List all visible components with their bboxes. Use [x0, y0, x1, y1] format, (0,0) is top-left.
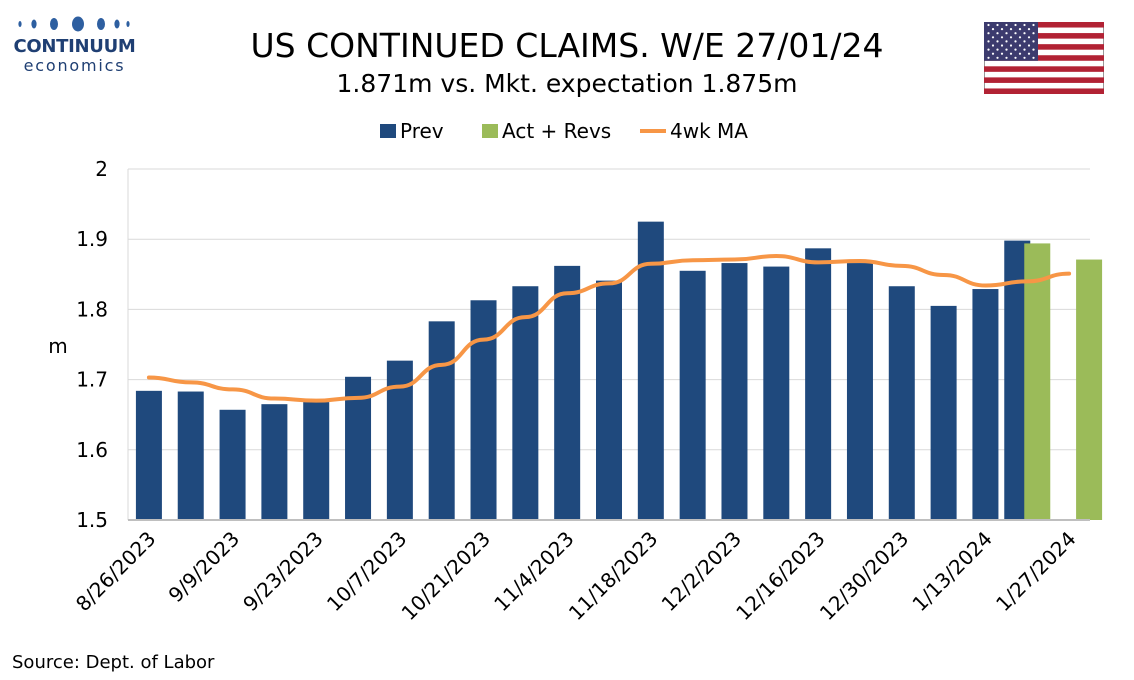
- chart-title: US CONTINUED CLAIMS. W/E 27/01/24: [250, 26, 884, 65]
- y-tick-label: 1.7: [76, 368, 108, 392]
- bar-prev: [888, 286, 915, 520]
- y-axis-label: m: [48, 334, 67, 358]
- bar-prev: [972, 289, 999, 520]
- x-tick-label: 1/13/2024: [907, 527, 996, 616]
- x-tick-label: 9/9/2023: [164, 527, 244, 607]
- x-tick-label: 12/2/2023: [657, 527, 746, 616]
- us-flag-icon: [984, 22, 1104, 94]
- chart-subtitle: 1.871m vs. Mkt. expectation 1.875m: [336, 69, 798, 98]
- legend-label: 4wk MA: [670, 119, 748, 143]
- x-tick-label: 10/7/2023: [322, 527, 411, 616]
- bar-prev: [135, 390, 162, 520]
- x-tick-label: 8/26/2023: [71, 527, 160, 616]
- bar-prev: [637, 221, 664, 520]
- x-tick-label: 10/21/2023: [397, 527, 495, 625]
- x-tick-label: 11/4/2023: [489, 527, 578, 616]
- x-tick-label: 12/16/2023: [731, 527, 829, 625]
- bar-prev: [846, 263, 873, 520]
- bar-prev: [303, 402, 330, 520]
- legend-swatch: [482, 124, 498, 138]
- bar-prev: [177, 391, 204, 520]
- y-tick-label: 1.8: [76, 297, 108, 321]
- bar-prev: [721, 263, 748, 520]
- bar-prev: [512, 286, 539, 520]
- logo-sub: economics: [23, 56, 126, 75]
- bar-prev: [930, 305, 957, 520]
- source-note: Source: Dept. of Labor: [12, 652, 215, 673]
- logo-dots-icon: [18, 16, 130, 32]
- y-tick-label: 1.6: [76, 438, 108, 462]
- bar-act-revs: [1076, 259, 1103, 520]
- bar-prev: [805, 248, 832, 521]
- bar-act-revs: [1024, 243, 1051, 521]
- bar-prev: [596, 280, 622, 520]
- x-tick-label: 12/30/2023: [815, 527, 913, 625]
- bar-prev: [679, 270, 706, 520]
- logo-name: CONTINUUM: [13, 36, 136, 57]
- x-tick-label: 1/27/2024: [991, 527, 1080, 616]
- bar-prev: [554, 265, 581, 520]
- bar-prev: [428, 321, 455, 520]
- bar-prev: [345, 376, 372, 520]
- legend-label: Prev: [400, 119, 444, 143]
- bar-prev: [219, 409, 246, 520]
- bar-prev: [763, 266, 790, 520]
- legend-label: Act + Revs: [502, 119, 611, 143]
- bar-prev: [470, 300, 497, 520]
- y-tick-label: 1.5: [76, 508, 108, 532]
- ma-line: [146, 254, 1072, 403]
- legend-swatch: [380, 124, 396, 138]
- bar-prev: [261, 404, 288, 520]
- x-tick-label: 9/23/2023: [238, 527, 327, 616]
- x-tick-label: 11/18/2023: [564, 527, 662, 625]
- y-tick-label: 2: [95, 157, 108, 181]
- y-tick-label: 1.9: [76, 227, 108, 251]
- legend: Prev Act + Revs 4wk MA: [380, 119, 748, 143]
- continuum-logo: CONTINUUM economics: [12, 14, 137, 78]
